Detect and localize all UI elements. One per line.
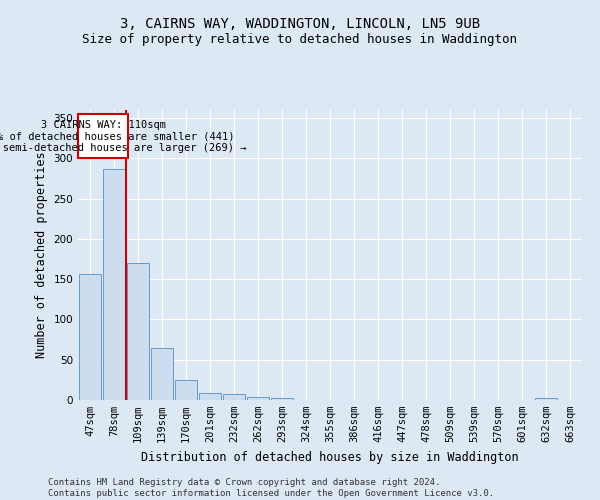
Bar bbox=[199, 393, 221, 400]
Text: Size of property relative to detached houses in Waddington: Size of property relative to detached ho… bbox=[83, 32, 517, 46]
Bar bbox=[247, 397, 269, 400]
Text: 3 CAIRNS WAY: 110sqm
← 62% of detached houses are smaller (441)
38% of semi-deta: 3 CAIRNS WAY: 110sqm ← 62% of detached h… bbox=[0, 120, 247, 153]
Bar bbox=[151, 348, 173, 400]
X-axis label: Distribution of detached houses by size in Waddington: Distribution of detached houses by size … bbox=[141, 450, 519, 464]
Bar bbox=[223, 394, 245, 400]
Bar bbox=[175, 380, 197, 400]
Bar bbox=[127, 263, 149, 400]
Bar bbox=[79, 274, 101, 400]
Bar bbox=[103, 169, 125, 400]
Text: Contains HM Land Registry data © Crown copyright and database right 2024.
Contai: Contains HM Land Registry data © Crown c… bbox=[48, 478, 494, 498]
FancyBboxPatch shape bbox=[78, 114, 128, 158]
Bar bbox=[271, 398, 293, 400]
Text: 3, CAIRNS WAY, WADDINGTON, LINCOLN, LN5 9UB: 3, CAIRNS WAY, WADDINGTON, LINCOLN, LN5 … bbox=[120, 18, 480, 32]
Y-axis label: Number of detached properties: Number of detached properties bbox=[35, 152, 48, 358]
Bar bbox=[535, 398, 557, 400]
